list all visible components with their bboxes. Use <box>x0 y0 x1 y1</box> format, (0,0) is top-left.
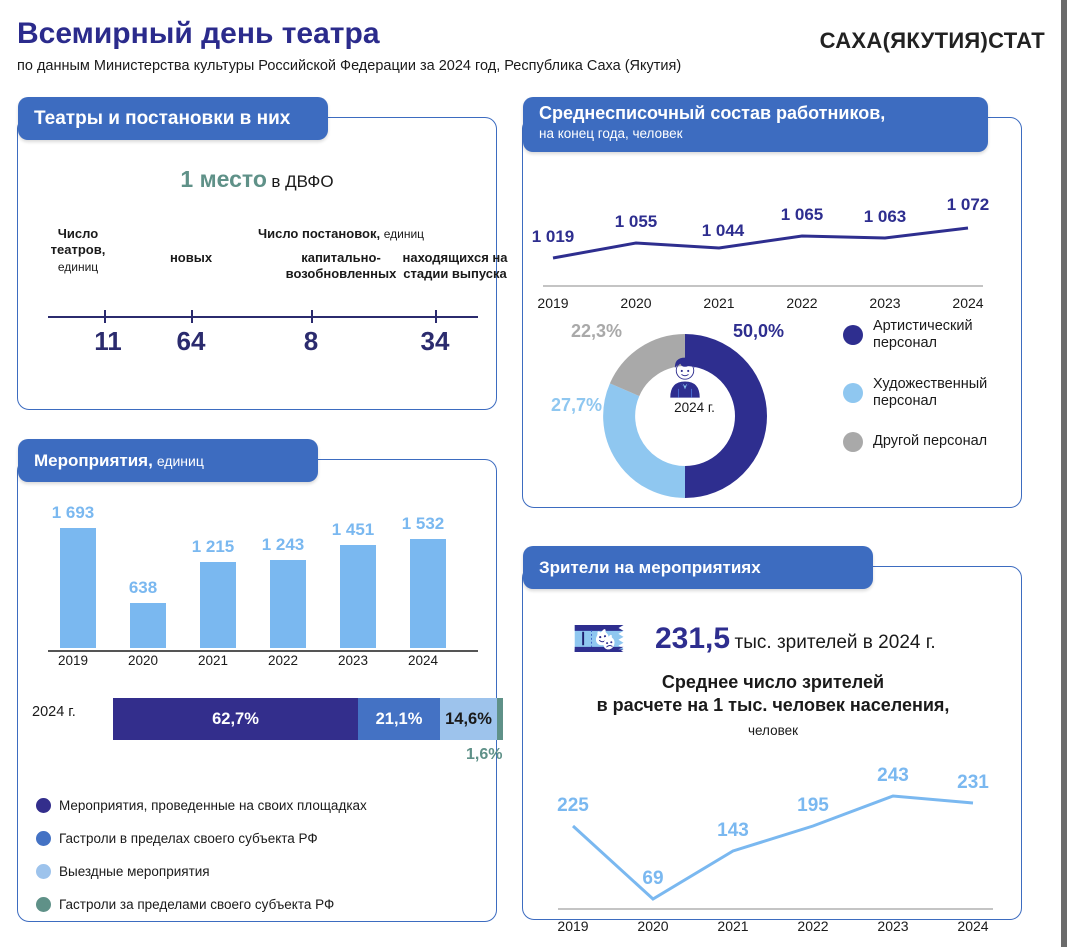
svg-text:1 063: 1 063 <box>864 207 907 226</box>
svg-text:2021: 2021 <box>703 295 734 311</box>
svg-text:2019: 2019 <box>557 918 588 934</box>
svg-text:2023: 2023 <box>869 295 900 311</box>
svg-text:2024: 2024 <box>952 295 983 311</box>
svg-text:195: 195 <box>797 795 829 816</box>
svg-text:243: 243 <box>877 765 909 786</box>
svg-text:2022: 2022 <box>786 295 817 311</box>
svg-text:2022: 2022 <box>797 918 828 934</box>
svg-text:225: 225 <box>557 795 589 816</box>
svg-text:69: 69 <box>642 868 663 889</box>
svg-text:1 019: 1 019 <box>532 227 575 246</box>
svg-text:2020: 2020 <box>637 918 668 934</box>
svg-text:2024: 2024 <box>957 918 988 934</box>
svg-text:2023: 2023 <box>877 918 908 934</box>
svg-text:231: 231 <box>957 772 989 793</box>
svg-text:1 055: 1 055 <box>615 212 658 231</box>
svg-text:2020: 2020 <box>620 295 651 311</box>
svg-text:2021: 2021 <box>717 918 748 934</box>
svg-text:143: 143 <box>717 820 749 841</box>
svg-text:1 044: 1 044 <box>702 221 745 240</box>
svg-text:1 065: 1 065 <box>781 205 824 224</box>
svg-text:2019: 2019 <box>537 295 568 311</box>
svg-text:1 072: 1 072 <box>947 195 990 214</box>
